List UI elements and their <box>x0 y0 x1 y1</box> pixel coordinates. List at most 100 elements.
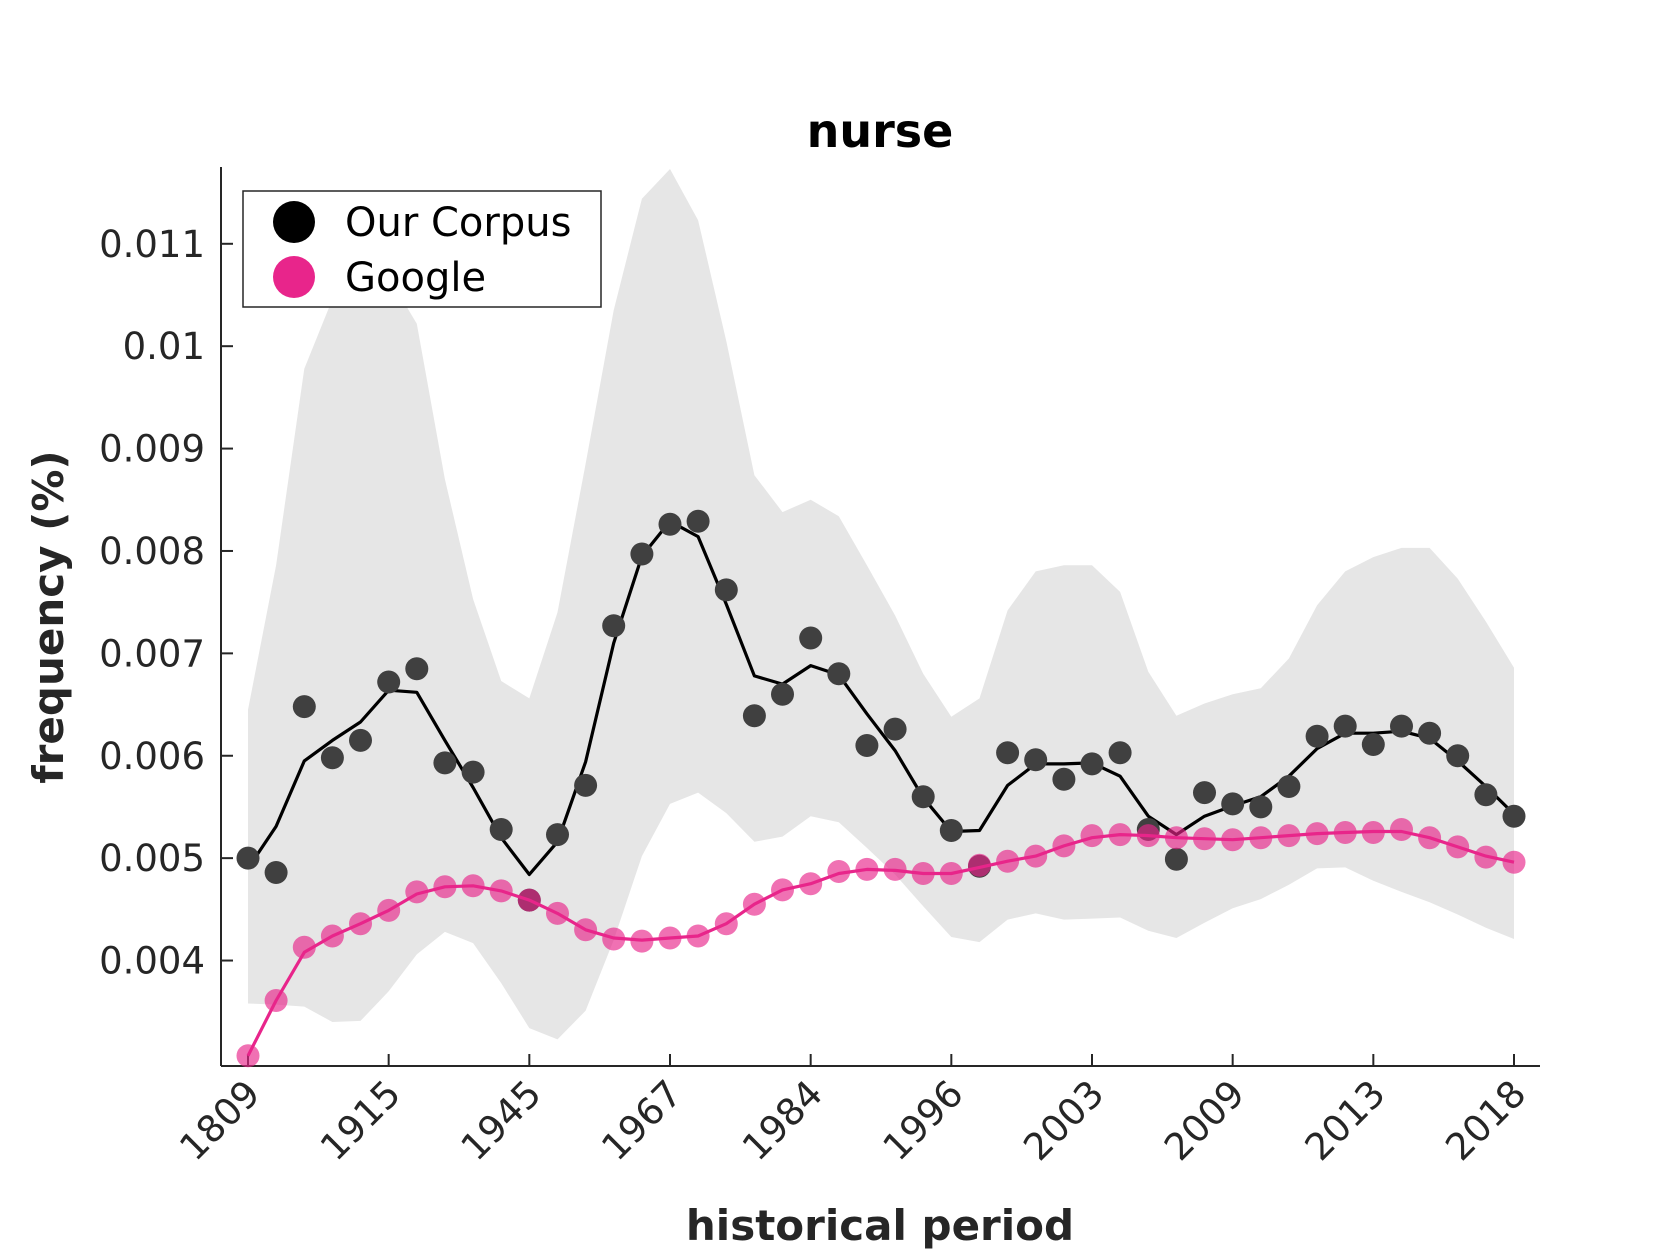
google-point <box>1136 824 1160 848</box>
our-corpus-point <box>433 751 457 775</box>
our-corpus-point <box>405 657 429 681</box>
google-point <box>630 929 654 953</box>
series-layer <box>236 509 1526 1068</box>
google-point <box>855 857 879 881</box>
legend-marker-our-corpus <box>273 201 315 243</box>
legend: Our Corpus Google <box>242 190 602 308</box>
our-corpus-point <box>264 861 288 884</box>
our-corpus-point <box>602 614 626 638</box>
google-point <box>1305 822 1329 846</box>
google-point <box>461 874 485 898</box>
google-point <box>433 875 457 899</box>
google-point <box>1052 834 1076 858</box>
our-corpus-point <box>1446 744 1470 768</box>
y-tick-label: 0.006 <box>99 735 205 778</box>
our-corpus-point <box>714 578 738 602</box>
our-corpus-smoothed-line <box>246 519 1516 877</box>
our-corpus-point <box>771 682 794 706</box>
our-corpus-point <box>461 760 485 784</box>
google-point <box>1024 844 1048 868</box>
our-corpus-point <box>1502 804 1526 828</box>
our-corpus-point <box>349 728 372 752</box>
our-corpus-point <box>1108 741 1132 765</box>
our-corpus-point <box>377 670 401 694</box>
google-point <box>1249 826 1273 850</box>
our-corpus-point <box>742 704 766 728</box>
our-corpus-point <box>1390 714 1413 738</box>
google-point <box>1193 827 1216 851</box>
google-point <box>264 989 288 1012</box>
google-point <box>799 872 823 896</box>
google-point <box>1277 824 1301 848</box>
google-point <box>1108 823 1132 847</box>
legend-label-google: Google <box>345 255 486 301</box>
y-tick-label: 0.004 <box>99 940 205 983</box>
y-tick-label: 0.005 <box>99 837 205 880</box>
our-corpus-point <box>1249 795 1273 819</box>
google-point <box>1390 818 1413 841</box>
chart-title: nurse <box>807 104 954 158</box>
legend-marker-google <box>273 256 315 298</box>
our-corpus-point <box>1052 767 1076 791</box>
google-point <box>771 878 794 902</box>
our-corpus-point <box>236 846 260 870</box>
our-corpus-point <box>939 819 963 842</box>
our-corpus-point <box>1221 792 1245 816</box>
google-point <box>1221 828 1245 852</box>
google-point <box>996 849 1020 873</box>
y-tick-label: 0.011 <box>99 223 205 266</box>
our-corpus-point <box>546 823 569 847</box>
google-point <box>405 880 429 904</box>
google-point <box>292 935 316 959</box>
our-corpus-point <box>1277 775 1301 798</box>
google-point <box>968 853 991 877</box>
our-corpus-point <box>1080 752 1104 776</box>
our-corpus-point <box>799 626 823 650</box>
google-point <box>489 879 513 903</box>
google-point <box>883 857 907 881</box>
google-point <box>714 912 738 936</box>
y-ticks: 0.004 0.005 0.006 0.007 0.008 0.009 0.01 0.011 <box>99 223 233 983</box>
google-point <box>827 860 851 883</box>
google-point <box>349 912 372 936</box>
our-corpus-point <box>292 695 316 719</box>
y-tick-label: 0.008 <box>99 530 205 573</box>
our-corpus-point <box>658 512 682 536</box>
our-corpus-point <box>1164 847 1188 871</box>
x-axis-title: historical period <box>686 1201 1074 1250</box>
legend-label-our-corpus: Our Corpus <box>345 200 571 246</box>
google-point <box>939 862 963 885</box>
google-point <box>686 924 710 948</box>
our-corpus-point <box>1361 733 1385 756</box>
our-corpus-point <box>1418 721 1442 745</box>
google-point <box>1418 826 1442 850</box>
google-point <box>1446 835 1470 859</box>
google-point <box>1474 845 1498 869</box>
our-corpus-point <box>1305 724 1329 748</box>
google-point <box>1080 824 1104 848</box>
our-corpus-point <box>630 542 654 566</box>
google-point <box>911 862 935 885</box>
our-corpus-point <box>855 734 879 757</box>
google-point <box>377 898 401 922</box>
our-corpus-point <box>911 785 935 809</box>
google-point <box>602 927 626 951</box>
our-corpus-point <box>996 741 1020 765</box>
axes-layer <box>220 167 1540 1067</box>
google-point <box>742 892 766 916</box>
google-point <box>517 888 541 912</box>
google-point <box>236 1044 260 1068</box>
our-corpus-point <box>686 509 710 533</box>
google-point <box>1164 826 1188 850</box>
y-axis-title: frequency (%) <box>24 450 73 783</box>
our-corpus-point <box>1333 714 1357 738</box>
our-corpus-point <box>489 818 513 841</box>
google-point <box>320 924 344 948</box>
y-tick-label: 0.01 <box>123 325 205 368</box>
y-tick-label: 0.007 <box>99 632 205 675</box>
google-smoothed-line <box>246 829 1515 1057</box>
google-point <box>1333 821 1357 844</box>
our-corpus-point <box>883 717 907 741</box>
our-corpus-point <box>574 773 598 797</box>
